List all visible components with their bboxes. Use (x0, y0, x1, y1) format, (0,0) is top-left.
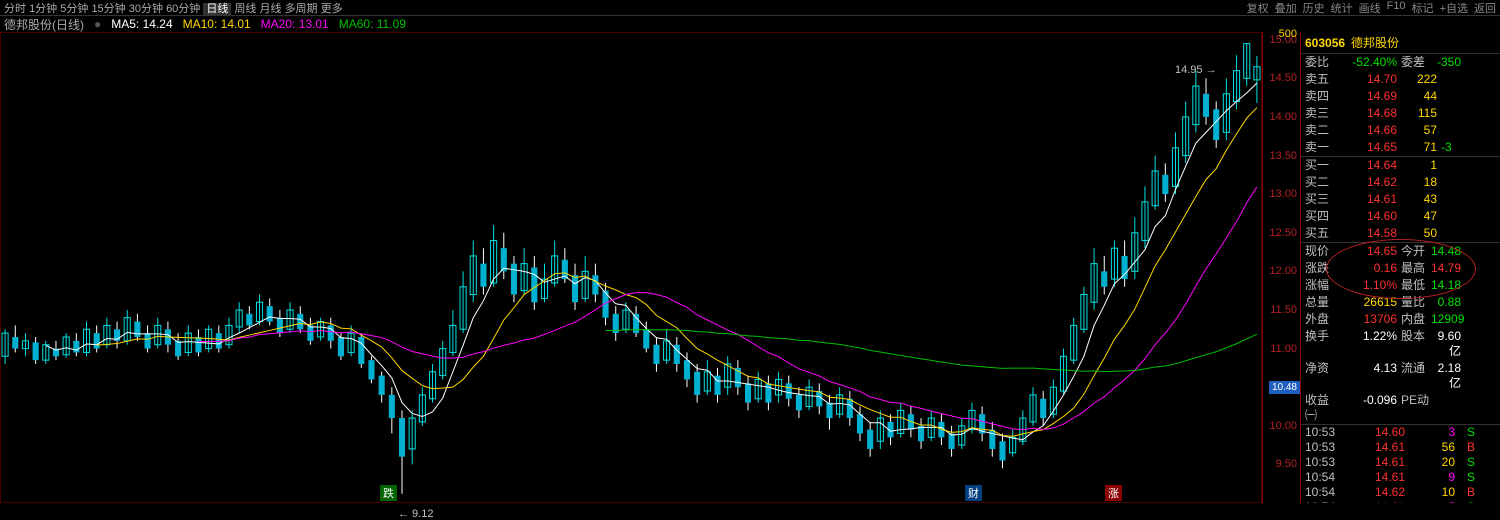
orderbook-row: 卖五14.70222 (1301, 71, 1500, 88)
detail-row: 总量26615量比0.88 (1301, 294, 1500, 311)
stock-header: 603056 德邦股份 (1301, 32, 1500, 54)
ma-value: MA60: 11.09 (339, 17, 406, 31)
price-tick: 12.50 (1269, 227, 1297, 239)
price-tick: 11.00 (1270, 343, 1297, 355)
transaction-row: 10:5414.6210B (1301, 485, 1500, 500)
transaction-row: 10:5414.619S (1301, 470, 1500, 485)
ma-value: MA20: 13.01 (261, 17, 329, 31)
timeframe-3[interactable]: 15分钟 (91, 3, 125, 15)
menu-2[interactable]: 历史 (1303, 0, 1325, 16)
detail-row: 换手1.22%股本9.60亿 (1301, 328, 1500, 360)
bottom-marker: 涨 (1105, 485, 1122, 501)
bottom-marker: 跌 (380, 485, 397, 501)
price-tick: 10.00 (1269, 420, 1297, 432)
ma-value: MA10: 14.01 (183, 17, 251, 31)
orderbook-row: 卖三14.68115 (1301, 105, 1500, 122)
transaction-row: 10:5314.6156B (1301, 440, 1500, 455)
low-price-label: ← 9.12 (398, 508, 433, 520)
stock-name: 德邦股份 (1351, 34, 1399, 51)
price-tick: 14.00 (1269, 111, 1297, 123)
menu-1[interactable]: 叠加 (1275, 0, 1297, 16)
bottom-marker: 财 (965, 485, 982, 501)
orderbook-row: 买四14.6047 (1301, 208, 1500, 225)
timeframe-4[interactable]: 30分钟 (129, 3, 163, 15)
detail-row: 涨幅1.10%最低14.18 (1301, 277, 1500, 294)
chart-title: 德邦股份(日线) (4, 16, 84, 33)
transaction-row: 10:5314.603S (1301, 425, 1500, 440)
timeframe-8[interactable]: 月线 (260, 3, 282, 15)
detail-row: 现价14.65今开14.48 (1301, 243, 1500, 260)
price-marker: 10.48 (1269, 381, 1300, 394)
price-tick: 9.50 (1276, 458, 1297, 470)
price-tick: 14.50 (1269, 72, 1297, 84)
menu-3[interactable]: 统计 (1331, 0, 1353, 16)
price-tick: 11.50 (1270, 304, 1297, 316)
stock-code: 603056 (1305, 36, 1345, 50)
timeframe-9[interactable]: 多周期 (285, 3, 318, 15)
ma-value: MA5: 14.24 (111, 17, 172, 31)
orderbook-row: 卖二14.6657 (1301, 122, 1500, 139)
timeframe-bar: 分时 1分钟 5分钟 15分钟 30分钟 60分钟 日线 周线 月线 多周期 更… (0, 0, 1500, 16)
detail-row: 收益㈠-0.096PE动 (1301, 392, 1500, 424)
timeframe-5[interactable]: 60分钟 (166, 3, 200, 15)
orderbook-row: 卖四14.6944 (1301, 88, 1500, 105)
orderbook-row: 买五14.5850 (1301, 225, 1500, 242)
detail-row: 涨跌0.16最高14.79 (1301, 260, 1500, 277)
menu-8[interactable]: 返回 (1474, 0, 1496, 16)
menu-7[interactable]: +自选 (1440, 0, 1468, 16)
timeframe-10[interactable]: 更多 (321, 3, 343, 15)
timeframe-1[interactable]: 1分钟 (29, 3, 57, 15)
menu-0[interactable]: 复权 (1247, 0, 1269, 16)
candlestick-chart[interactable]: 14.95 → ← 9.12 跌财涨 (0, 32, 1262, 503)
ma-info-bar: 德邦股份(日线) ● MA5: 14.24MA10: 14.01MA20: 13… (0, 16, 1500, 32)
order-book-panel: 603056 德邦股份 委比 -52.40% 委差 -350 卖五14.7022… (1300, 32, 1500, 503)
timeframe-2[interactable]: 5分钟 (60, 3, 88, 15)
price-tick: 12.00 (1269, 265, 1297, 277)
price-tick: 13.50 (1269, 150, 1297, 162)
price-axis: 15.0014.5014.0013.5013.0012.5012.0011.50… (1262, 32, 1300, 503)
timeframe-0[interactable]: 分时 (4, 3, 26, 15)
orderbook-row: 卖一14.6571-3 (1301, 139, 1500, 156)
timeframe-7[interactable]: 周线 (234, 3, 256, 15)
high-price-label: 14.95 → (1175, 64, 1217, 76)
menu-6[interactable]: 标记 (1412, 0, 1434, 16)
detail-row: 净资4.13流通2.18亿 (1301, 360, 1500, 392)
detail-row: 外盘13706内盘12909 (1301, 311, 1500, 328)
timeframe-6[interactable]: 日线 (203, 3, 231, 15)
orderbook-row: 买一14.641 (1301, 157, 1500, 174)
menu-5[interactable]: F10 (1387, 0, 1406, 16)
weibi-row: 委比 -52.40% 委差 -350 (1301, 54, 1500, 71)
orderbook-row: 买二14.6218 (1301, 174, 1500, 191)
price-tick: 13.00 (1269, 188, 1297, 200)
transaction-row: 10:5314.6120S (1301, 455, 1500, 470)
menu-4[interactable]: 画线 (1359, 0, 1381, 16)
orderbook-row: 买三14.6143 (1301, 191, 1500, 208)
